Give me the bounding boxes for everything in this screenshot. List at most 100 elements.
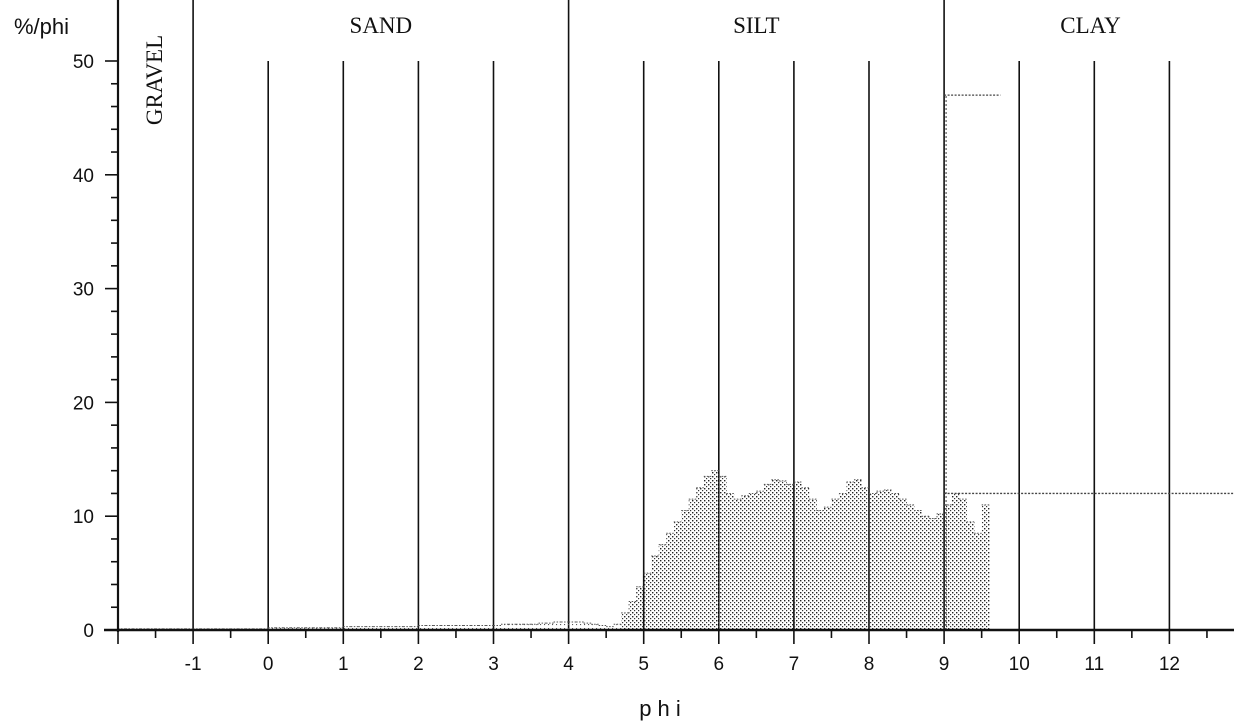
x-tick-labels: -1 0 1 2 3 4 5 6 7 8 9 10 11 12: [185, 654, 1180, 675]
histogram-bar: [786, 484, 795, 630]
zone-label-clay: CLAY: [1060, 13, 1121, 38]
histogram-bar: [778, 480, 787, 630]
histogram-bar: [613, 624, 622, 630]
histogram-bar: [350, 626, 359, 630]
histogram-bar: [501, 624, 509, 630]
histogram-bar: [756, 491, 765, 630]
histogram-bar: [801, 487, 810, 630]
histogram-bar: [921, 516, 930, 630]
histogram-bar: [388, 626, 397, 630]
histogram-bar: [981, 504, 990, 630]
x-tick-label: 3: [488, 654, 499, 675]
histogram-bar: [688, 499, 697, 630]
histogram-bar: [959, 499, 967, 630]
histogram-bar: [823, 507, 832, 630]
histogram-bar: [929, 518, 937, 630]
histogram-bar: [891, 493, 900, 630]
histogram-bar: [853, 479, 862, 630]
clay-lines: [944, 94, 1234, 630]
histogram-bar: [508, 624, 517, 630]
histogram-bar: [531, 624, 539, 630]
histogram-bar: [733, 499, 742, 630]
histogram-bar: [651, 556, 660, 630]
histogram-bar: [944, 504, 952, 630]
histogram-bar: [951, 493, 960, 630]
x-axis-title: p h i: [639, 696, 681, 721]
histogram-bar: [673, 521, 682, 630]
histogram-bar: [516, 624, 524, 630]
histogram-bar: [861, 487, 870, 630]
histogram-bar: [470, 625, 479, 630]
histogram-bar: [666, 533, 675, 630]
x-tick-label: 5: [638, 654, 649, 675]
grid-lines: [192, 0, 1171, 630]
histogram-bar: [373, 626, 382, 630]
histogram-bar: [816, 510, 825, 630]
histogram-bar: [808, 499, 817, 630]
x-tick-label: 2: [413, 654, 424, 675]
x-tick-label: 6: [714, 654, 725, 675]
histogram-bar: [493, 625, 502, 630]
histogram-bar: [455, 625, 464, 630]
x-tick-label: 4: [563, 654, 574, 675]
histogram-bar: [380, 626, 389, 630]
histogram-bar: [869, 493, 877, 630]
x-tick-label: 12: [1159, 654, 1180, 675]
histogram-bar: [711, 470, 720, 630]
histogram-bar: [831, 499, 840, 630]
histogram-bar: [703, 476, 712, 630]
histogram-bar: [433, 625, 442, 630]
axes: [104, 0, 1234, 644]
histogram-bar: [906, 504, 915, 630]
y-tick-label: 10: [73, 507, 94, 528]
zone-label-gravel: GRAVEL: [142, 35, 167, 125]
histogram-bar: [726, 493, 735, 630]
y-axis-title: %/phi: [14, 14, 69, 39]
y-tick-label: 40: [73, 166, 94, 187]
histogram-bar: [606, 626, 614, 630]
y-tick-label: 30: [73, 280, 94, 301]
histogram-bar: [553, 622, 562, 630]
y-tick-label: 0: [83, 621, 94, 642]
histogram-bar: [523, 624, 532, 630]
histogram-bar: [591, 624, 599, 630]
histogram-bar: [418, 625, 427, 630]
histogram-bar: [884, 490, 892, 630]
histogram-bar: [846, 482, 855, 630]
zone-label-silt: SILT: [733, 13, 779, 38]
histogram-bar: [343, 626, 352, 630]
histogram-bar: [365, 626, 374, 630]
histogram-bar: [568, 622, 577, 630]
histogram-bar: [658, 544, 667, 630]
histogram-bar: [914, 510, 922, 630]
histogram-bar: [681, 510, 690, 630]
histogram-bar: [793, 482, 802, 630]
histogram-bar: [696, 487, 705, 630]
histogram-bar: [448, 625, 457, 630]
histogram-bar: [876, 491, 885, 630]
x-tick-label: 8: [864, 654, 875, 675]
histogram-bar: [628, 601, 637, 630]
x-tick-label: -1: [185, 654, 202, 675]
y-tick-label: 50: [73, 52, 94, 73]
histogram-bar: [748, 493, 757, 630]
histogram-bar: [358, 626, 367, 630]
histogram-bar: [403, 626, 412, 630]
y-tick-label: 20: [73, 393, 94, 414]
histogram-bar: [636, 586, 644, 630]
histogram-bar: [425, 625, 434, 630]
zone-labels: GRAVEL SAND SILT CLAY: [142, 13, 1121, 125]
x-tick-label: 0: [263, 654, 274, 675]
histogram-bar: [395, 626, 404, 630]
histogram-bar: [546, 623, 554, 630]
histogram-bar: [440, 625, 449, 630]
zone-label-sand: SAND: [350, 13, 413, 38]
histogram-bars: [118, 470, 990, 630]
histogram-bar: [410, 626, 419, 630]
histogram-bar: [974, 533, 982, 630]
histogram-bar: [718, 476, 727, 630]
histogram-bar: [463, 625, 472, 630]
histogram-bar: [561, 622, 569, 630]
x-tick-label: 9: [939, 654, 950, 675]
